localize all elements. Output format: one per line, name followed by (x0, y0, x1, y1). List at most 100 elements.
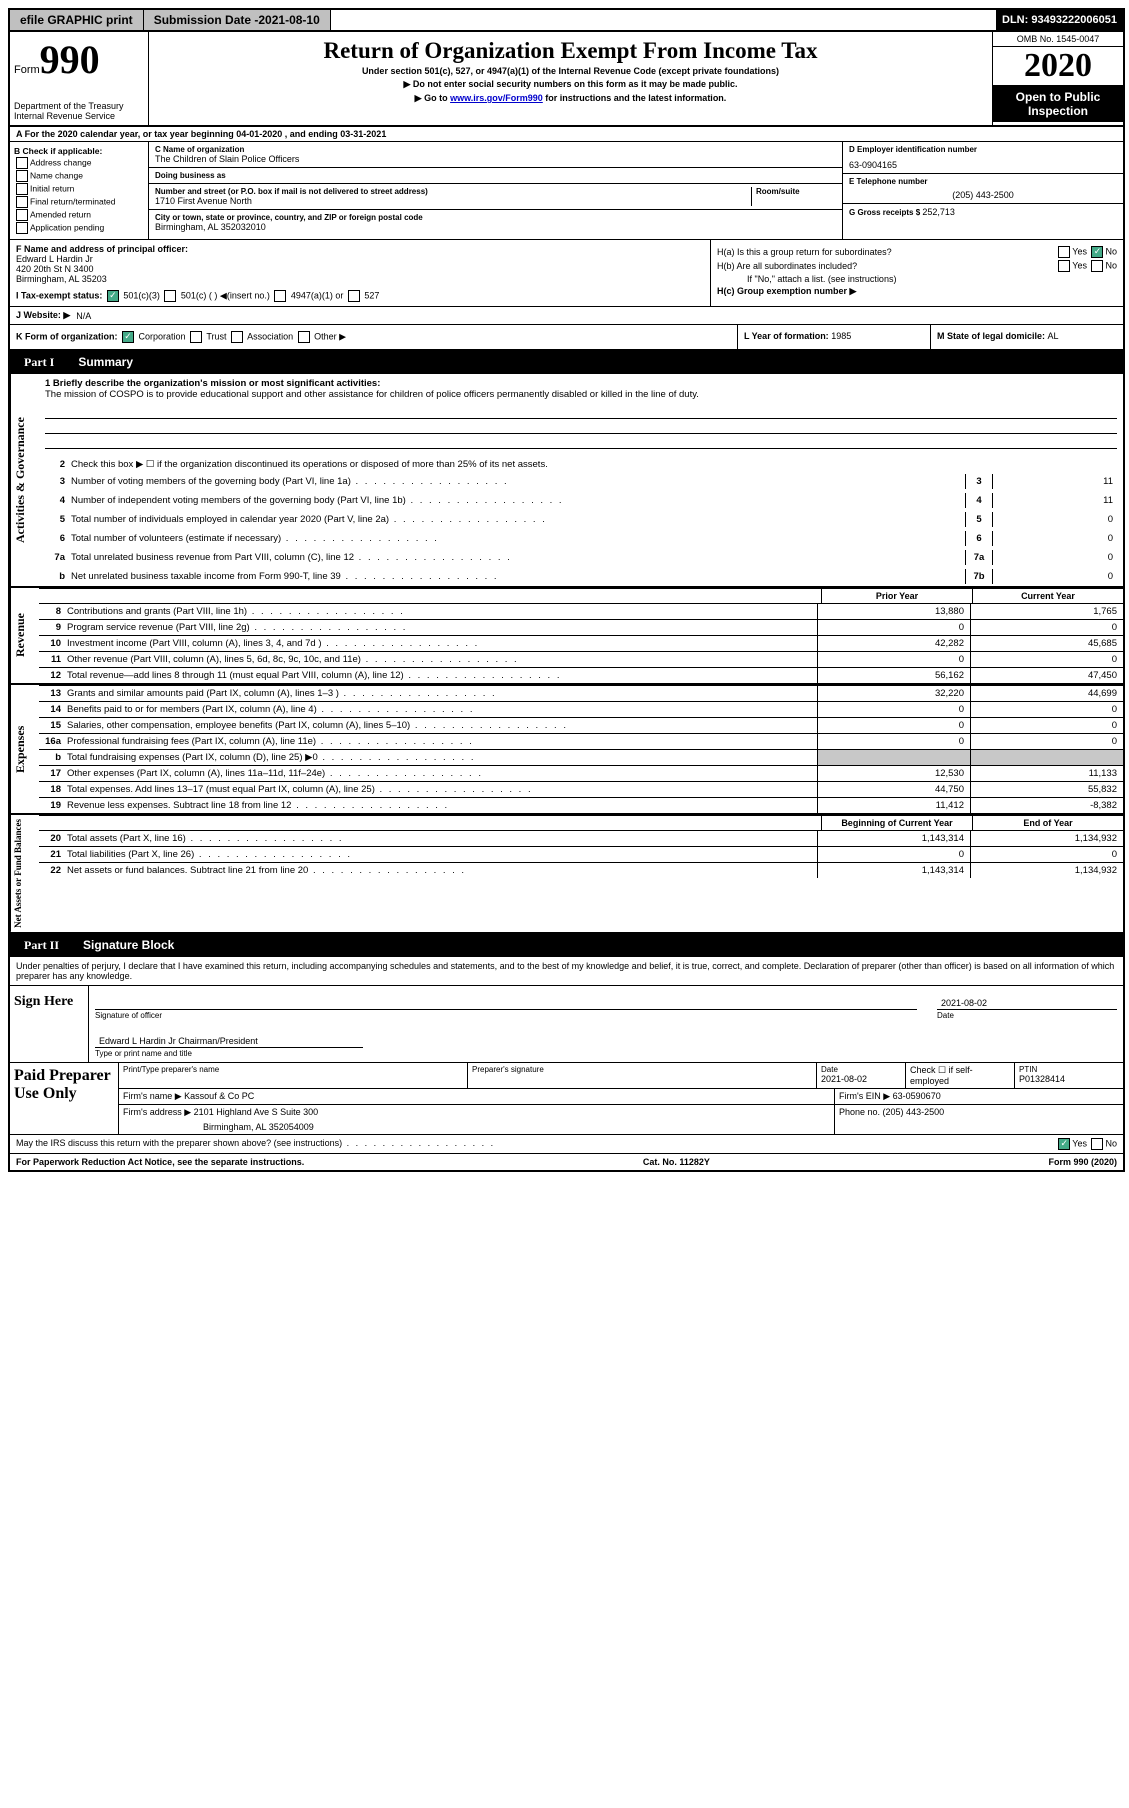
page-footer: For Paperwork Reduction Act Notice, see … (10, 1154, 1123, 1170)
form-title: Return of Organization Exempt From Incom… (157, 38, 984, 64)
ptin-value: P01328414 (1019, 1074, 1119, 1084)
officer-signature-field[interactable] (95, 990, 917, 1010)
hb-note: If "No," attach a list. (see instruction… (717, 274, 1117, 284)
topbar: efile GRAPHIC print Submission Date - 20… (10, 10, 1123, 32)
data-line: bTotal fundraising expenses (Part IX, co… (39, 749, 1123, 765)
dept-treasury: Department of the Treasury Internal Reve… (14, 101, 144, 121)
firm-ein: 63-0590670 (893, 1091, 941, 1101)
officer-name: Edward L Hardin Jr (16, 254, 704, 264)
hb-label: H(b) Are all subordinates included? (717, 261, 1056, 271)
city-state-zip: Birmingham, AL 352032010 (155, 222, 836, 232)
discuss-no[interactable] (1091, 1138, 1103, 1150)
goto-link-line: ▶ Go to www.irs.gov/Form990 for instruct… (157, 93, 984, 104)
form-word: Form (14, 64, 40, 76)
ha-no[interactable] (1091, 246, 1103, 258)
form-subtitle: Under section 501(c), 527, or 4947(a)(1)… (157, 66, 984, 76)
header-right: OMB No. 1545-0047 2020 Open to Public In… (993, 32, 1123, 125)
discuss-yes[interactable] (1058, 1138, 1070, 1150)
ein-label: D Employer identification number (849, 145, 1117, 154)
data-line: 13Grants and similar amounts paid (Part … (39, 685, 1123, 701)
part1-header: Part I Summary (10, 351, 1123, 374)
ssn-warning: ▶ Do not enter social security numbers o… (157, 79, 984, 90)
ha-label: H(a) Is this a group return for subordin… (717, 247, 1056, 257)
addr-label: Number and street (or P.O. box if mail i… (155, 187, 751, 196)
chk-app-pending[interactable]: Application pending (14, 222, 144, 234)
data-line: 20Total assets (Part X, line 16)1,143,31… (39, 830, 1123, 846)
i-label: I Tax-exempt status: (16, 290, 102, 300)
signature-block: Under penalties of perjury, I declare th… (10, 957, 1123, 1154)
summary-line: bNet unrelated business taxable income f… (39, 567, 1123, 586)
paid-preparer-label: Paid Preparer Use Only (10, 1063, 119, 1134)
summary-exp: Expenses 13Grants and similar amounts pa… (10, 685, 1123, 815)
row-j: J Website: ▶ N/A (10, 307, 1123, 325)
summary-line: 4Number of independent voting members of… (39, 491, 1123, 510)
firm-addr1: 2101 Highland Ave S Suite 300 (194, 1107, 318, 1117)
chk-name-change[interactable]: Name change (14, 170, 144, 182)
hb-yes[interactable] (1058, 260, 1070, 272)
prep-date: 2021-08-02 (821, 1074, 901, 1084)
check-self-employed[interactable]: Check ☐ if self-employed (910, 1065, 1010, 1086)
summary-ag: Activities & Governance 1 Briefly descri… (10, 374, 1123, 588)
part2-title: Signature Block (73, 936, 184, 955)
firm-phone: (205) 443-2500 (883, 1107, 945, 1117)
chk-assoc[interactable] (231, 331, 243, 343)
firm-phone-label: Phone no. (839, 1107, 883, 1117)
l1-label: 1 Briefly describe the organization's mi… (45, 378, 1117, 389)
side-rev: Revenue (10, 588, 39, 683)
firm-addr2: Birmingham, AL 352054009 (123, 1122, 830, 1132)
gross-label: G Gross receipts $ (849, 208, 922, 217)
part2-tab: Part II (10, 936, 73, 955)
chk-initial-return[interactable]: Initial return (14, 183, 144, 195)
chk-corp[interactable] (122, 331, 134, 343)
state-domicile: AL (1048, 331, 1059, 341)
year-formation: 1985 (831, 331, 851, 341)
data-line: 14Benefits paid to or for members (Part … (39, 701, 1123, 717)
section-bcd: B Check if applicable: Address change Na… (10, 142, 1123, 240)
chk-amended[interactable]: Amended return (14, 209, 144, 221)
omb-number: OMB No. 1545-0047 (993, 32, 1123, 47)
part1-tab: Part I (10, 353, 68, 372)
firm-ein-label: Firm's EIN ▶ (839, 1091, 890, 1101)
side-na: Net Assets or Fund Balances (10, 815, 39, 932)
data-line: 19Revenue less expenses. Subtract line 1… (39, 797, 1123, 813)
chk-527[interactable] (348, 290, 360, 302)
chk-final-return[interactable]: Final return/terminated (14, 196, 144, 208)
data-line: 17Other expenses (Part IX, column (A), l… (39, 765, 1123, 781)
firm-addr-label: Firm's address ▶ (123, 1107, 191, 1117)
chk-501c[interactable] (164, 290, 176, 302)
summary-na: Net Assets or Fund Balances Beginning of… (10, 815, 1123, 934)
org-name: The Children of Slain Police Officers (155, 154, 836, 164)
f-label: F Name and address of principal officer: (16, 244, 704, 254)
phone-label: E Telephone number (849, 177, 1117, 186)
room-label: Room/suite (756, 187, 836, 196)
form-header: Form 990 Department of the Treasury Inte… (10, 32, 1123, 127)
chk-other[interactable] (298, 331, 310, 343)
chk-4947[interactable] (274, 290, 286, 302)
summary-line: 6Total number of volunteers (estimate if… (39, 529, 1123, 548)
firm-name: Kassouf & Co PC (184, 1091, 254, 1101)
efile-print-button[interactable]: efile GRAPHIC print (10, 10, 144, 30)
col-current-year: Current Year (972, 589, 1123, 603)
chk-address-change[interactable]: Address change (14, 157, 144, 169)
open-to-public: Open to Public Inspection (993, 86, 1123, 122)
chk-trust[interactable] (190, 331, 202, 343)
col-bcy: Beginning of Current Year (821, 816, 972, 830)
type-name-label: Type or print name and title (95, 1049, 1117, 1058)
perjury-statement: Under penalties of perjury, I declare th… (10, 957, 1123, 986)
sign-here-label: Sign Here (10, 986, 89, 1062)
hb-no[interactable] (1091, 260, 1103, 272)
data-line: 15Salaries, other compensation, employee… (39, 717, 1123, 733)
irs-link[interactable]: www.irs.gov/Form990 (450, 93, 543, 103)
ha-yes[interactable] (1058, 246, 1070, 258)
part1-title: Summary (68, 353, 143, 372)
pra-notice: For Paperwork Reduction Act Notice, see … (16, 1157, 304, 1167)
side-exp: Expenses (10, 685, 39, 813)
col-c: C Name of organization The Children of S… (149, 142, 843, 239)
summary-line: 3Number of voting members of the governi… (39, 472, 1123, 491)
firm-name-label: Firm's name ▶ (123, 1091, 182, 1101)
b-label: B Check if applicable: (14, 146, 144, 156)
prep-date-label: Date (821, 1065, 901, 1074)
officer-typed-name: Edward L Hardin Jr Chairman/President (95, 1028, 363, 1048)
chk-501c3[interactable] (107, 290, 119, 302)
j-label: J Website: ▶ (16, 310, 70, 321)
